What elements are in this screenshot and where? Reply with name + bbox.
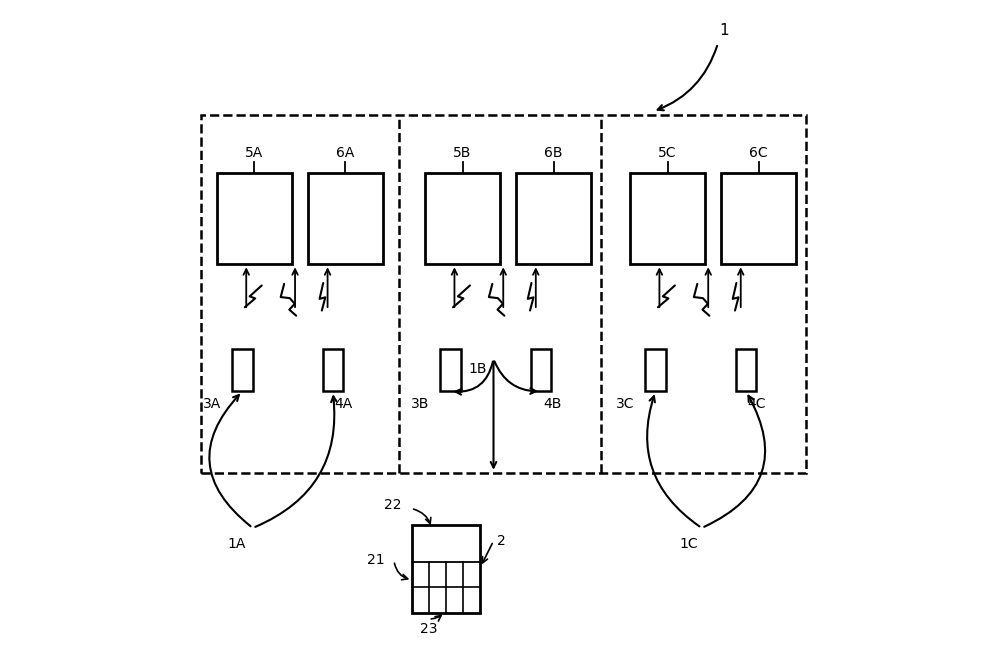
Bar xyxy=(736,349,756,391)
Text: 1B: 1B xyxy=(468,362,486,376)
Text: 4A: 4A xyxy=(335,397,353,411)
Bar xyxy=(645,349,666,391)
Text: 2: 2 xyxy=(497,534,505,548)
Bar xyxy=(323,349,343,391)
Bar xyxy=(412,525,480,612)
Text: 4B: 4B xyxy=(543,397,561,411)
Text: 1C: 1C xyxy=(679,537,698,551)
Bar xyxy=(201,115,806,473)
Bar xyxy=(217,173,292,264)
Text: 22: 22 xyxy=(384,498,401,512)
Bar xyxy=(440,349,461,391)
Text: 6B: 6B xyxy=(544,146,563,160)
Text: 4C: 4C xyxy=(748,397,766,411)
Text: 5A: 5A xyxy=(245,146,263,160)
Bar xyxy=(232,349,253,391)
Bar xyxy=(516,173,591,264)
Text: 5B: 5B xyxy=(453,146,472,160)
Text: 3A: 3A xyxy=(203,397,221,411)
Text: 1: 1 xyxy=(720,22,729,38)
Bar xyxy=(531,349,551,391)
Text: 23: 23 xyxy=(420,622,437,636)
Text: 3B: 3B xyxy=(411,397,430,411)
Text: 1A: 1A xyxy=(227,537,246,551)
Bar xyxy=(308,173,383,264)
Text: 21: 21 xyxy=(367,554,384,567)
Text: 5C: 5C xyxy=(658,146,677,160)
Bar xyxy=(630,173,705,264)
Text: 6A: 6A xyxy=(336,146,355,160)
Bar xyxy=(425,173,500,264)
Bar xyxy=(721,173,796,264)
Text: 6C: 6C xyxy=(749,146,768,160)
Text: 3C: 3C xyxy=(616,397,635,411)
